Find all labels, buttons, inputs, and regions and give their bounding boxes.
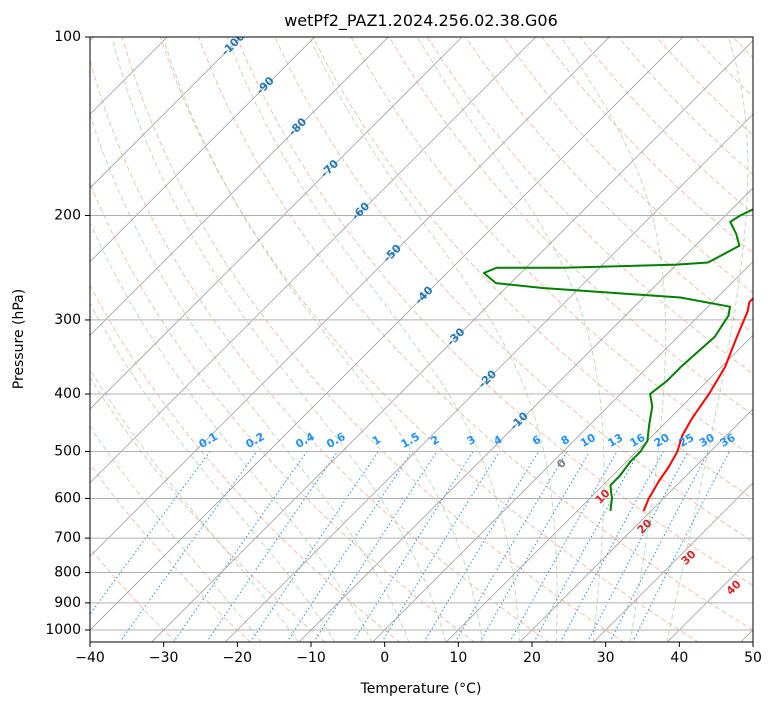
dry-adiabat	[426, 37, 753, 375]
x-tick-label: 40	[670, 650, 688, 666]
isotherm-line	[90, 37, 610, 557]
moist-adiabat	[416, 37, 605, 642]
plot-area	[90, 37, 753, 642]
mixing-ratio-line	[381, 451, 501, 642]
mixing-ratio-line	[313, 451, 438, 642]
mixing-ratio-line	[559, 451, 664, 642]
dry-adiabat	[312, 37, 753, 500]
temperature-profile-line	[642, 297, 753, 512]
moist-adiabat	[90, 302, 336, 642]
mixing-ratio-line	[632, 451, 730, 642]
y-tick-label: 1000	[45, 622, 81, 638]
background-lines	[90, 37, 753, 642]
plot-frame	[89, 36, 754, 643]
dry-adiabat	[198, 37, 753, 631]
isotherm-line	[445, 334, 753, 642]
x-tick-label: 20	[523, 650, 541, 666]
mixing-ratio-line	[533, 451, 640, 642]
x-tick-label: 10	[449, 650, 467, 666]
mixing-ratio-line	[423, 451, 539, 642]
mixing-ratio-line	[119, 451, 258, 642]
y-axis-label: Pressure (hPa)	[11, 289, 27, 389]
isotherm-line	[519, 408, 753, 642]
moist-adiabat	[90, 221, 373, 642]
chart-title: wetPf2_PAZ1.2024.256.02.38.G06	[284, 11, 558, 31]
isotherm-line	[372, 261, 753, 642]
mixing-ratio-line	[173, 451, 308, 642]
moist-adiabat	[111, 37, 447, 642]
y-tick-label: 600	[54, 490, 81, 506]
isotherm-line	[224, 113, 753, 642]
dry-adiabat	[388, 37, 753, 416]
profiles	[482, 208, 753, 512]
moist-adiabat	[666, 37, 749, 642]
y-tick-label: 400	[54, 386, 81, 402]
mixing-ratio-line	[249, 451, 379, 642]
dry-adiabat	[503, 37, 753, 294]
dry-adiabat	[90, 376, 326, 642]
y-tick-label: 700	[54, 530, 81, 546]
dry-adiabat	[159, 37, 700, 642]
mixing-ratio-line	[206, 451, 339, 642]
moist-adiabat	[226, 37, 520, 642]
isotherm-line	[90, 37, 463, 410]
mixing-ratio-line	[286, 451, 413, 642]
x-axis: −40 −30 −20 −10 0 10 20 30 40 50	[75, 642, 762, 666]
isotherm-line	[151, 40, 753, 642]
dry-adiabat	[90, 181, 476, 642]
dewpoint-profile-line	[482, 208, 753, 512]
isotherm-line	[593, 482, 753, 642]
isotherm-line	[90, 37, 684, 631]
isotherm-line	[90, 37, 389, 336]
y-axis: 100 200 300 400 500 600 700 800 900 1000	[45, 29, 90, 638]
isotherm-line	[90, 37, 315, 263]
dry-adiabat	[90, 463, 251, 642]
y-tick-label: 500	[54, 443, 81, 459]
x-tick-label: 0	[380, 650, 389, 666]
y-tick-label: 200	[54, 208, 81, 224]
mixing-ratio-line	[352, 451, 474, 642]
x-tick-label: 50	[744, 650, 762, 666]
dry-adiabat	[90, 57, 550, 642]
dry-adiabat	[121, 37, 625, 642]
moist-adiabat	[308, 37, 558, 642]
x-axis-label: Temperature (°C)	[360, 681, 482, 697]
x-tick-label: −30	[149, 650, 179, 666]
moist-adiabat	[162, 37, 484, 642]
x-tick-label: −10	[296, 650, 326, 666]
isotherm-line	[298, 187, 753, 642]
mixing-ratio-line	[587, 451, 689, 642]
isotherm-line	[90, 37, 536, 484]
x-tick-label: −40	[75, 650, 105, 666]
mixing-ratio-line	[509, 451, 618, 642]
pressure-grid	[90, 37, 753, 631]
x-tick-label: 30	[597, 650, 615, 666]
isotherm-line	[90, 37, 242, 189]
y-tick-label: 800	[54, 565, 81, 581]
mixing-ratio-line	[90, 451, 211, 615]
y-tick-label: 300	[54, 312, 81, 328]
y-tick-label: 100	[54, 29, 81, 45]
moist-adiabat	[90, 425, 262, 642]
x-tick-label: −20	[223, 650, 253, 666]
dry-adiabat	[90, 547, 177, 642]
moist-adiabat	[560, 37, 667, 642]
y-tick-label: 900	[54, 595, 81, 611]
